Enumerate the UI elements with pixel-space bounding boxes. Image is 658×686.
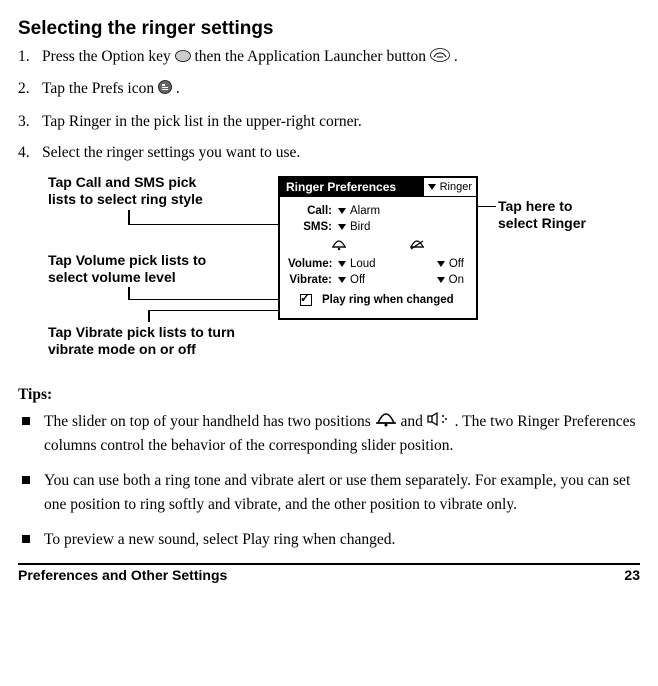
tip-item: The slider on top of your handheld has t…: [18, 410, 640, 457]
label-volume: Volume:: [288, 258, 332, 270]
sms-picklist[interactable]: Bird: [338, 221, 370, 233]
text-fragment: Press the Option key: [42, 48, 175, 65]
step-1: 1. Press the Option key then the Applica…: [18, 46, 640, 68]
step-number: 4.: [18, 142, 42, 164]
text-fragment: Tap the Prefs icon: [42, 80, 158, 97]
tip-item: You can use both a ring tone and vibrate…: [18, 469, 640, 516]
row-vibrate: Vibrate: Off On: [288, 274, 468, 286]
ringer-on-icon: [331, 239, 347, 254]
screenshot-body: Call: Alarm SMS: Bird Volume: Loud Off: [280, 197, 476, 318]
tip-text: To preview a new sound, select Play ring…: [44, 528, 640, 551]
callout-call-sms: Tap Call and SMS pick lists to select ri…: [48, 174, 228, 209]
pick-value: Alarm: [350, 205, 380, 217]
chevron-down-icon: [428, 184, 436, 190]
chevron-down-icon: [437, 261, 445, 267]
page-number: 23: [624, 567, 640, 583]
step-text: Tap the Prefs icon .: [42, 78, 640, 100]
callout-vibrate: Tap Vibrate pick lists to turn vibrate m…: [48, 324, 258, 359]
step-text: Tap Ringer in the pick list in the upper…: [42, 111, 640, 133]
tips-heading: Tips:: [18, 386, 640, 404]
titlebar: Ringer Preferences Ringer: [280, 178, 476, 197]
label-sms: SMS:: [288, 221, 332, 233]
option-key-icon: [175, 47, 191, 69]
chevron-down-icon: [338, 261, 346, 267]
row-sms: SMS: Bird: [288, 221, 468, 233]
tip-text: The slider on top of your handheld has t…: [44, 410, 640, 457]
text-fragment: and: [401, 413, 427, 430]
icon-row: [300, 239, 456, 254]
call-picklist[interactable]: Alarm: [338, 205, 380, 217]
text-fragment: then the Application Launcher button: [194, 48, 429, 65]
playring-checkbox[interactable]: [300, 294, 312, 306]
chevron-down-icon: [338, 208, 346, 214]
label-call: Call:: [288, 205, 332, 217]
tip-text: You can use both a ring tone and vibrate…: [44, 469, 640, 516]
page-heading: Selecting the ringer settings: [18, 18, 640, 40]
tip-item: To preview a new sound, select Play ring…: [18, 528, 640, 551]
ringer-prefs-screenshot: Ringer Preferences Ringer Call: Alarm SM…: [278, 176, 478, 320]
pick-value: On: [449, 274, 464, 286]
prefs-icon: [158, 79, 172, 101]
chevron-down-icon: [338, 224, 346, 230]
step-number: 2.: [18, 78, 42, 100]
row-call: Call: Alarm: [288, 205, 468, 217]
pick-value: Off: [350, 274, 365, 286]
step-number: 1.: [18, 46, 42, 68]
leader-line: [148, 310, 150, 322]
leader-line: [128, 210, 130, 224]
chevron-down-icon: [437, 277, 445, 283]
chevron-down-icon: [338, 277, 346, 283]
pick-value: Bird: [350, 221, 370, 233]
text-fragment: .: [454, 48, 458, 65]
pick-value: Off: [449, 258, 464, 270]
window-title: Ringer Preferences: [280, 178, 423, 196]
dropdown-value: Ringer: [440, 181, 472, 193]
footer-title: Preferences and Other Settings: [18, 567, 227, 583]
text-fragment: .: [176, 80, 180, 97]
step-3: 3. Tap Ringer in the pick list in the up…: [18, 111, 640, 133]
slider-ring-icon: [375, 411, 397, 434]
row-playring: Play ring when changed: [288, 294, 468, 306]
playring-label: Play ring when changed: [322, 294, 454, 306]
text-fragment: The slider on top of your handheld has t…: [44, 413, 375, 430]
slider-silent-icon: [427, 411, 451, 434]
label-vibrate: Vibrate:: [288, 274, 332, 286]
callout-ringer: Tap here to select Ringer: [498, 198, 608, 233]
page-footer: Preferences and Other Settings 23: [18, 563, 640, 583]
volume-picklist-right[interactable]: Off: [437, 258, 464, 270]
step-4: 4. Select the ringer settings you want t…: [18, 142, 640, 164]
pick-value: Loud: [350, 258, 376, 270]
callout-volume: Tap Volume pick lists to select volume l…: [48, 252, 228, 287]
ringer-off-icon: [409, 239, 425, 254]
row-volume: Volume: Loud Off: [288, 258, 468, 270]
vibrate-picklist-right[interactable]: On: [437, 274, 464, 286]
bullet-icon: [22, 417, 30, 425]
step-2: 2. Tap the Prefs icon .: [18, 78, 640, 100]
step-text: Select the ringer settings you want to u…: [42, 142, 640, 164]
bullet-icon: [22, 476, 30, 484]
bullet-icon: [22, 535, 30, 543]
vibrate-picklist-left[interactable]: Off: [338, 274, 365, 286]
leader-line: [128, 287, 130, 299]
app-launcher-icon: [430, 47, 450, 69]
callout-diagram: Tap Call and SMS pick lists to select ri…: [18, 174, 640, 384]
step-text: Press the Option key then the Applicatio…: [42, 46, 640, 68]
step-number: 3.: [18, 111, 42, 133]
category-dropdown[interactable]: Ringer: [423, 178, 476, 196]
volume-picklist-left[interactable]: Loud: [338, 258, 376, 270]
